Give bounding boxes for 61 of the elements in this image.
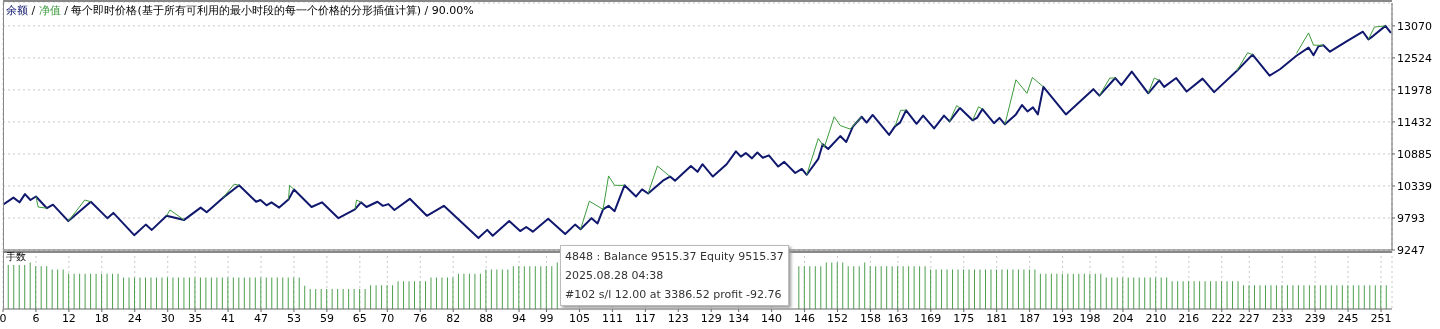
x-tick-label: 181 (986, 311, 1008, 325)
x-tick-label: 233 (1271, 311, 1293, 325)
y-tick-label: 12524 (1397, 51, 1432, 65)
tooltip-box: 4848 : Balance 9515.37 Equity 9515.37 2025.08.28 04:38 #102 s/l 12.00 at 3386.52 profit -92.76 (560, 245, 789, 306)
x-tick-label: 163 (887, 311, 909, 325)
annotation: / (30, 4, 37, 17)
annotation: #102 s/l 12.00 at 3386.52 profit -92.76 (565, 287, 783, 303)
x-tick-label: 0 (0, 311, 7, 325)
x-tick-label: 70 (380, 311, 395, 325)
text: 余额 (6, 4, 28, 17)
x-tick-label: 6 (32, 311, 40, 325)
x-tick-label: 94 (512, 311, 527, 325)
x-tick-label: 53 (286, 311, 301, 325)
x-tick-label: 216 (1178, 311, 1200, 325)
y-axis-title: 手数 (6, 251, 26, 263)
x-tick-label: 111 (601, 311, 623, 325)
x-tick-label: 99 (539, 311, 554, 325)
y-tick-label: 9793 (1397, 211, 1425, 225)
x-tick-label: 222 (1211, 311, 1233, 325)
y-tick-label: 11978 (1397, 83, 1432, 97)
x-tick-label: 227 (1238, 311, 1260, 325)
y-tick-label: 11432 (1397, 115, 1432, 129)
x-tick-label: 82 (446, 311, 461, 325)
x-tick-label: 47 (254, 311, 269, 325)
x-tick-label: 129 (700, 311, 722, 325)
x-tick-label: 117 (634, 311, 656, 325)
y-tick-label: 13070 (1397, 19, 1432, 33)
x-tick-label: 30 (160, 311, 175, 325)
x-tick-label: 169 (920, 311, 942, 325)
x-tick-label: 187 (1019, 311, 1041, 325)
x-tick-label: 24 (127, 311, 142, 325)
x-tick-label: 41 (221, 311, 236, 325)
y-tick-label: 10339 (1397, 179, 1432, 193)
x-tick-label: 239 (1304, 311, 1326, 325)
x-tick-label: 88 (479, 311, 494, 325)
annotation: 2025.08.28 04:38 (565, 268, 665, 284)
x-tick-label: 210 (1145, 311, 1167, 325)
y-tick-label: 10885 (1397, 147, 1432, 161)
x-tick-label: 35 (188, 311, 203, 325)
x-tick-label: 193 (1052, 311, 1074, 325)
x-tick-label: 105 (568, 311, 590, 325)
x-tick-label: 18 (94, 311, 109, 325)
x-tick-label: 123 (667, 311, 689, 325)
chart-subtitle: / 每个即时价格(基于所有可利用的最小时段的每一个价格的分形插值计算) / 90.00% (64, 4, 474, 17)
x-tick-label: 134 (728, 311, 750, 325)
x-tick-label: 204 (1112, 311, 1134, 325)
x-tick-label: 198 (1079, 311, 1101, 325)
x-tick-label: 175 (953, 311, 975, 325)
annotation: 4848 : Balance 9515.37 Equity 9515.37 (565, 249, 784, 265)
x-tick-label: 158 (859, 311, 881, 325)
x-tick-label: 140 (761, 311, 783, 325)
x-tick-label: 152 (827, 311, 848, 325)
x-tick-label: 245 (1337, 311, 1359, 325)
text: 净值 (38, 4, 61, 17)
y-tick-label: 9247 (1397, 243, 1425, 257)
x-tick-label: 59 (319, 311, 334, 325)
x-tick-label: 76 (413, 311, 428, 325)
x-tick-label: 12 (61, 311, 76, 325)
x-tick-label: 146 (794, 311, 816, 325)
x-tick-label: 65 (352, 311, 367, 325)
x-tick-label: 251 (1370, 311, 1392, 325)
